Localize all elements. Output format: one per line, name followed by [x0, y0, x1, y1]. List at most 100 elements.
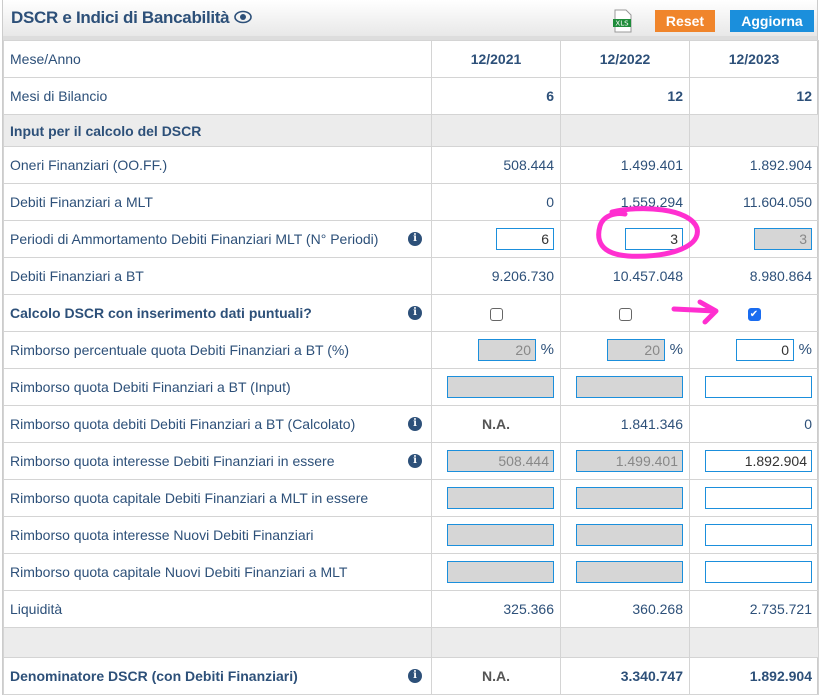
table-row: Rimborso quota capitale Nuovi Debiti Fin… [3, 553, 819, 591]
row-label-cell: Rimborso quota debiti Debiti Finanziari … [3, 405, 432, 443]
row-label-cell: Calcolo DSCR con inserimento dati puntua… [3, 294, 432, 332]
cell-value: 1.892.904 [689, 146, 819, 184]
cell-value: 9.206.730 [431, 257, 561, 295]
update-button[interactable]: Aggiorna [730, 10, 814, 32]
calcolo-checkbox[interactable] [489, 307, 503, 321]
row-label-cell: Denominatore DSCR (con Debiti Finanziari… [3, 657, 432, 695]
row-label-cell: Rimborso quota interesse Debiti Finanzia… [3, 442, 432, 480]
info-icon[interactable]: i [408, 669, 422, 683]
row-label-cell: Periodi di Ammortamento Debiti Finanziar… [3, 220, 432, 258]
pct-input-disabled: 20 [607, 339, 665, 361]
info-icon[interactable]: i [408, 306, 422, 320]
cell-value: 2.735.721 [689, 590, 819, 628]
row-label: Rimborso quota capitale Nuovi Debiti Fin… [3, 553, 432, 591]
cell-value: 3.340.747 [560, 657, 690, 695]
cell-value: 11.604.050 [689, 183, 819, 221]
input-disabled [576, 561, 683, 583]
table-row: Calcolo DSCR con inserimento dati puntua… [3, 294, 819, 332]
rimb-input-disabled [576, 376, 683, 398]
table-row: Rimborso quota debiti Debiti Finanziari … [3, 405, 819, 443]
calcolo-checkbox[interactable] [618, 307, 632, 321]
periodi-input-disabled: 3 [754, 228, 812, 250]
pct-input-disabled: 20 [478, 339, 536, 361]
cell-value: 1.892.904 [689, 657, 819, 695]
cell-value: 508.444 [431, 146, 561, 184]
interest-input-disabled: 1.499.401 [576, 450, 683, 472]
pct-input[interactable]: 0 [736, 339, 794, 361]
row-label: Debiti Finanziari a MLT [3, 183, 432, 221]
section-row: Input per il calcolo del DSCR [3, 114, 819, 147]
info-icon[interactable]: i [408, 232, 422, 246]
cell-value: 325.366 [431, 590, 561, 628]
dscr-table: Mese/Anno 12/2021 12/2022 12/2023 Mesi d… [3, 40, 819, 695]
row-label: Mesi di Bilancio [3, 77, 432, 115]
table-row: Rimborso quota interesse Debiti Finanzia… [3, 442, 819, 480]
percent-unit: % [669, 340, 683, 358]
table-row: Denominatore DSCR (con Debiti Finanziari… [3, 657, 819, 695]
row-label: Debiti Finanziari a BT [3, 257, 432, 295]
new-interest-input[interactable] [705, 524, 812, 546]
reset-button[interactable]: Reset [655, 10, 715, 32]
table-header-row: Mese/Anno 12/2021 12/2022 12/2023 [3, 40, 819, 78]
period-header: 12/2021 [431, 40, 561, 78]
period-header: 12/2022 [560, 40, 690, 78]
periodi-input[interactable]: 3 [625, 228, 683, 250]
input-disabled [447, 487, 554, 509]
row-label: Rimborso quota Debiti Finanziari a BT (I… [3, 368, 432, 406]
row-label: Rimborso quota interesse Nuovi Debiti Fi… [3, 516, 432, 554]
input-disabled [447, 561, 554, 583]
rimb-input-disabled [447, 376, 554, 398]
row-label: Denominatore DSCR (con Debiti Finanziari… [10, 668, 298, 684]
new-capital-input[interactable] [705, 561, 812, 583]
capital-input[interactable] [705, 487, 812, 509]
period-header: 12/2023 [689, 40, 819, 78]
row-label: Liquidità [3, 590, 432, 628]
cell-value: 12 [560, 77, 690, 115]
row-label: Periodi di Ammortamento Debiti Finanziar… [10, 231, 379, 247]
cell-value: 6 [431, 77, 561, 115]
table-row: Mesi di Bilancio 6 12 12 [3, 77, 819, 115]
table-row: Debiti Finanziari a MLT 0 1.559.294 11.6… [3, 183, 819, 221]
interest-input[interactable]: 1.892.904 [705, 450, 812, 472]
section-label: Input per il calcolo del DSCR [3, 114, 432, 147]
table-row: Oneri Finanziari (OO.FF.) 508.444 1.499.… [3, 146, 819, 184]
rimb-input[interactable] [705, 376, 812, 398]
row-label: Calcolo DSCR con inserimento dati puntua… [10, 305, 312, 321]
cell-value: 1.841.346 [560, 405, 690, 443]
spacer-row [3, 627, 819, 658]
xls-export-icon[interactable]: XLS [612, 9, 634, 36]
cell-value: N.A. [431, 405, 561, 443]
input-disabled [576, 524, 683, 546]
panel-header: DSCR e Indici di Bancabilità XLS Reset A… [3, 0, 817, 40]
row-label: Rimborso quota capitale Debiti Finanziar… [3, 479, 432, 517]
table-row: Rimborso quota interesse Nuovi Debiti Fi… [3, 516, 819, 554]
cell-value: 8.980.864 [689, 257, 819, 295]
page-title: DSCR e Indici di Bancabilità [11, 8, 230, 27]
cell-value: 0 [431, 183, 561, 221]
info-icon[interactable]: i [408, 417, 422, 431]
cell-value: 12 [689, 77, 819, 115]
input-disabled [576, 487, 683, 509]
cell-value: 1.499.401 [560, 146, 690, 184]
row-label: Rimborso percentuale quota Debiti Finanz… [3, 331, 432, 369]
percent-unit: % [798, 340, 812, 358]
column-label: Mese/Anno [3, 40, 432, 78]
row-label: Rimborso quota debiti Debiti Finanziari … [10, 416, 356, 432]
cell-value: N.A. [431, 657, 561, 695]
cell-value: 1.559.294 [560, 183, 690, 221]
input-disabled [447, 524, 554, 546]
periodi-input[interactable]: 6 [496, 228, 554, 250]
cell-value: 360.268 [560, 590, 690, 628]
percent-unit: % [540, 340, 554, 358]
table-row: Liquidità 325.366 360.268 2.735.721 [3, 590, 819, 628]
eye-icon[interactable] [234, 10, 253, 27]
table-row: Rimborso percentuale quota Debiti Finanz… [3, 331, 819, 369]
table-row: Rimborso quota capitale Debiti Finanziar… [3, 479, 819, 517]
calcolo-checkbox-checked[interactable]: ✔ [747, 307, 761, 321]
table-row: Debiti Finanziari a BT 9.206.730 10.457.… [3, 257, 819, 295]
cell-value: 0 [689, 405, 819, 443]
row-label: Oneri Finanziari (OO.FF.) [3, 146, 432, 184]
info-icon[interactable]: i [408, 454, 422, 468]
cell-value: 10.457.048 [560, 257, 690, 295]
